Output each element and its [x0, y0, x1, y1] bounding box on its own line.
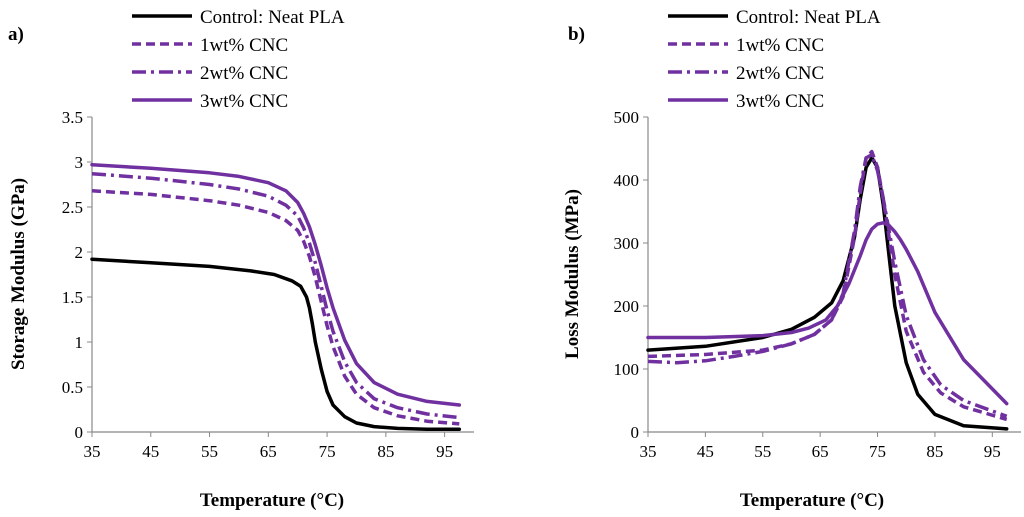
y-tick-label-a: 3.5 — [62, 108, 83, 127]
y-tick-label-a: 0 — [75, 423, 84, 442]
series-line-b-1wt — [647, 149, 1008, 422]
legend-b-label-1wt: 1wt% CNC — [736, 35, 824, 56]
series-line-a-1wt — [91, 189, 460, 426]
legend-a-label-2wt: 2wt% CNC — [200, 63, 288, 84]
legend-a-label-control: Control: Neat PLA — [200, 7, 345, 28]
x-tick-label-a: 75 — [319, 442, 336, 461]
y-tick-label-a: 3 — [75, 153, 84, 172]
y-tick-label-a: 1.5 — [62, 288, 83, 307]
chart-storage-modulus: a) Control: Neat PLA 1wt% CNC 2wt% CNC 3… — [8, 7, 474, 511]
series-line-b-3wt — [646, 221, 1009, 406]
y-tick-label-b: 400 — [614, 171, 640, 190]
x-axis-label-a: Temperature (°C) — [200, 490, 344, 511]
legend-a-label-3wt: 3wt% CNC — [200, 91, 288, 112]
x-tick-label-b: 35 — [640, 442, 657, 461]
x-tick-label-b: 85 — [926, 442, 943, 461]
x-tick-label-a: 35 — [84, 442, 101, 461]
legend-a-label-1wt: 1wt% CNC — [200, 35, 288, 56]
legend-b-label-control: Control: Neat PLA — [736, 7, 881, 28]
y-tick-label-b: 0 — [631, 423, 640, 442]
series-line-b-control — [646, 156, 1009, 431]
series-line-a-3wt — [90, 162, 462, 407]
y-axis-label-b: Loss Modulus (MPa) — [562, 189, 583, 359]
panel-label-a: a) — [8, 24, 24, 45]
x-tick-label-a: 95 — [436, 442, 453, 461]
y-tick-label-a: 2 — [75, 243, 84, 262]
x-tick-label-a: 55 — [201, 442, 218, 461]
x-tick-label-a: 45 — [142, 442, 159, 461]
y-tick-label-a: 0.5 — [62, 378, 83, 397]
x-tick-label-a: 85 — [377, 442, 394, 461]
x-tick-label-b: 95 — [984, 442, 1001, 461]
legend-b-label-3wt: 3wt% CNC — [736, 91, 824, 112]
chart-loss-modulus: b) Control: Neat PLA 1wt% CNC 2wt% CNC 3… — [562, 7, 1021, 511]
legend-b-label-2wt: 2wt% CNC — [736, 63, 824, 84]
y-tick-label-b: 100 — [614, 360, 640, 379]
x-tick-label-b: 55 — [754, 442, 771, 461]
series-line-b-2wt — [647, 153, 1008, 418]
x-tick-label-b: 45 — [697, 442, 714, 461]
y-tick-label-b: 500 — [614, 108, 640, 127]
y-tick-label-a: 1 — [75, 333, 84, 352]
x-axis-label-b: Temperature (°C) — [740, 490, 884, 511]
x-tick-label-b: 75 — [869, 442, 886, 461]
y-axis-label-a: Storage Modulus (GPa) — [8, 178, 29, 370]
y-tick-label-b: 300 — [614, 234, 640, 253]
legend-b: Control: Neat PLA 1wt% CNC 2wt% CNC 3wt%… — [668, 7, 881, 112]
y-tick-label-a: 2.5 — [62, 198, 83, 217]
legend-a: Control: Neat PLA 1wt% CNC 2wt% CNC 3wt%… — [132, 7, 345, 112]
panel-label-b: b) — [568, 24, 585, 45]
series-line-a-2wt — [91, 171, 460, 420]
series-line-a-control — [90, 257, 462, 432]
x-tick-label-a: 65 — [260, 442, 277, 461]
y-tick-label-b: 200 — [614, 297, 640, 316]
x-tick-label-b: 65 — [812, 442, 829, 461]
